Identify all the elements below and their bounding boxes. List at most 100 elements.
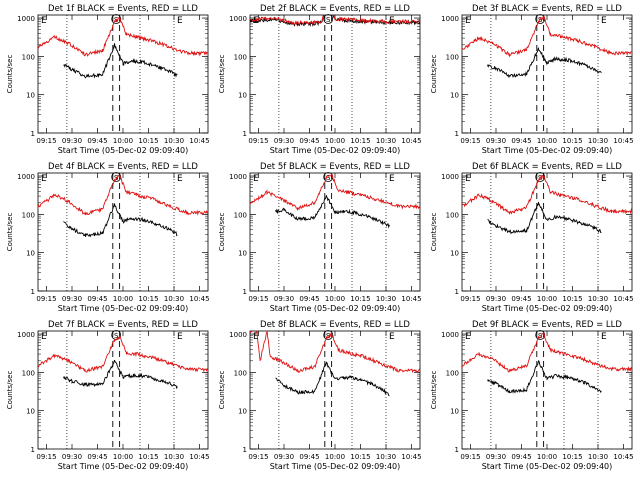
x-tick-label: 09:30 [486,453,506,461]
x-tick-label: 10:30 [164,137,184,145]
x-tick-label: 10:45 [401,453,421,461]
plot-frame [461,14,633,134]
y-tick-label: 1000 [441,173,459,181]
panel-title: Det 8f BLACK = Events, RED = LLD [260,320,410,330]
x-tick-label: 09:30 [62,137,82,145]
x-tick-label: 09:30 [62,295,82,303]
x-tick-label: 09:15 [460,137,480,145]
lld-series-line [462,174,632,215]
plot-frame [249,14,421,134]
y-axis-label: Counts/sec [218,371,226,410]
y-axis-label: Counts/sec [6,213,14,252]
x-tick-label: 10:45 [613,453,633,461]
x-tick-label: 10:15 [562,295,582,303]
y-tick-label: 1 [455,288,459,296]
lld-series-line [38,17,208,57]
flag-label: E [41,16,47,26]
detector-panel: Det 5f BLACK = Events, RED = LLD 1 10 100 10… [218,162,422,313]
x-tick-label: 09:15 [460,453,480,461]
y-tick-label: 100 [22,211,35,219]
x-tick-label: 10:15 [562,137,582,145]
panel-title: Det 4f BLACK = Events, RED = LLD [48,162,198,172]
detector-panel: Det 1f BLACK = Events, RED = LLD 1 10 100 10… [6,4,210,155]
x-axis-label: Start Time (05-Dec-02 09:09:40) [482,146,613,155]
y-tick-label: 1 [31,288,35,296]
x-tick-label: 10:45 [401,137,421,145]
x-tick-label: 10:30 [376,295,396,303]
panel-title: Det 3f BLACK = Events, RED = LLD [472,4,622,14]
plot-frame [37,172,209,292]
y-tick-label: 100 [22,53,35,61]
y-tick-label: 1 [243,288,247,296]
y-tick-label: 10 [238,250,247,258]
flag-label: E [601,332,607,342]
y-axis-label: Counts/sec [218,55,226,94]
detector-panel: Det 6f BLACK = Events, RED = LLD 1 10 100 10… [430,162,634,313]
x-tick-label: 10:00 [537,295,557,303]
x-tick-label: 09:30 [486,295,506,303]
x-tick-label: 10:30 [376,453,396,461]
detector-panel: Det 3f BLACK = Events, RED = LLD 1 10 100 10… [430,4,634,155]
flag-label: E [253,332,259,342]
events-series-line [63,43,178,79]
x-tick-label: 10:30 [588,295,608,303]
flag-label: E [465,174,471,184]
panel-title: Det 1f BLACK = Events, RED = LLD [48,4,198,14]
y-tick-label: 10 [450,408,459,416]
flag-label: E [41,174,47,184]
x-tick-label: 10:00 [113,453,133,461]
lld-series-line [250,15,420,26]
detector-panel: Det 9f BLACK = Events, RED = LLD 1 10 100 10… [430,320,634,471]
y-axis-label: Counts/sec [6,371,14,410]
y-tick-label: 1000 [17,15,35,23]
events-series-line [275,195,390,229]
x-axis-label: Start Time (05-Dec-02 09:09:40) [58,462,189,471]
x-tick-label: 10:45 [613,137,633,145]
flag-label: E [177,174,183,184]
y-tick-label: 1 [243,446,247,454]
lld-series-line [462,331,632,373]
y-tick-label: 1000 [229,331,247,339]
flag-label: E [601,174,607,184]
x-tick-label: 09:45 [87,137,107,145]
y-tick-label: 1 [455,130,459,138]
y-tick-label: 100 [446,369,459,377]
lld-series-line [462,15,632,58]
detector-panel: Det 7f BLACK = Events, RED = LLD 1 10 100 10… [6,320,210,471]
plot-frame [461,330,633,450]
plot-frame [37,330,209,450]
y-tick-label: 100 [234,53,247,61]
x-tick-label: 10:30 [164,453,184,461]
flag-label: E [177,332,183,342]
y-tick-label: 1 [243,130,247,138]
x-axis-label: Start Time (05-Dec-02 09:09:40) [482,304,613,313]
x-tick-label: 09:30 [274,453,294,461]
x-tick-label: 10:15 [138,137,158,145]
y-tick-label: 10 [26,250,35,258]
detector-panel: Det 2f BLACK = Events, RED = LLD 1 10 100 10… [218,4,422,155]
x-tick-label: 10:15 [350,453,370,461]
x-tick-label: 09:45 [511,295,531,303]
events-series-line [487,47,602,79]
event-marker-label: S [538,16,543,24]
x-tick-label: 10:00 [113,295,133,303]
events-series-line [63,203,178,238]
x-tick-label: 09:15 [248,137,268,145]
y-tick-label: 10 [26,408,35,416]
flag-label: E [601,16,607,26]
event-marker-circle [323,330,334,340]
lld-series-line [38,174,208,216]
events-series-line [487,360,602,394]
x-tick-label: 10:30 [376,137,396,145]
flag-label: E [465,16,471,26]
panel-title: Det 2f BLACK = Events, RED = LLD [260,4,410,14]
x-tick-label: 10:00 [537,137,557,145]
x-tick-label: 10:45 [401,295,421,303]
y-axis-label: Counts/sec [430,371,438,410]
x-tick-label: 09:45 [511,137,531,145]
panel-title: Det 9f BLACK = Events, RED = LLD [472,320,622,330]
panel-title: Det 6f BLACK = Events, RED = LLD [472,162,622,172]
y-tick-label: 100 [446,211,459,219]
y-tick-label: 10 [238,92,247,100]
panel-title: Det 5f BLACK = Events, RED = LLD [260,162,410,172]
